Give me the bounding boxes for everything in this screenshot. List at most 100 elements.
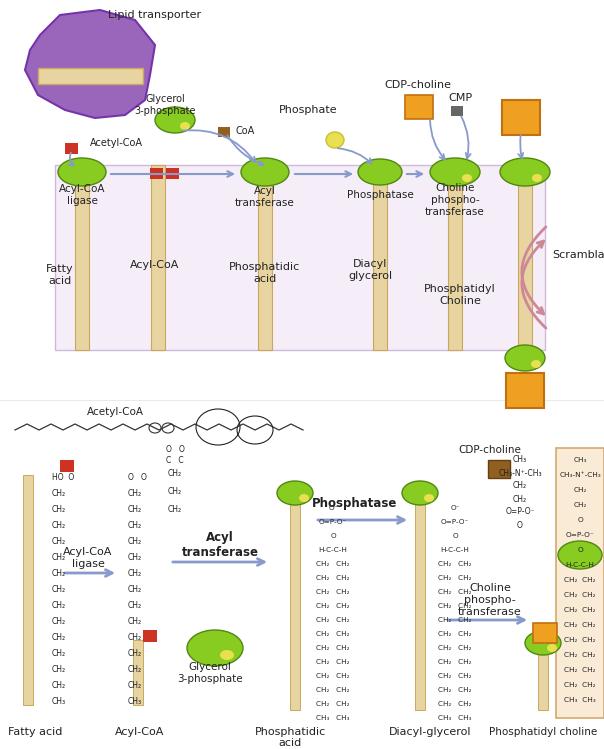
Text: O: O xyxy=(452,533,458,539)
Ellipse shape xyxy=(402,481,438,505)
Bar xyxy=(506,373,544,408)
Text: Acyl
transferase: Acyl transferase xyxy=(181,531,259,559)
Text: Diacyl
glycerol: Diacyl glycerol xyxy=(348,259,392,281)
Text: CH₂: CH₂ xyxy=(52,634,66,643)
Text: CH₂: CH₂ xyxy=(52,554,66,562)
Text: CH₂: CH₂ xyxy=(52,569,66,578)
Text: Acetyl-CoA: Acetyl-CoA xyxy=(90,138,143,148)
Text: Phosphatidic
acid: Phosphatidic acid xyxy=(230,262,301,284)
Text: CH₃   CH₃: CH₃ CH₃ xyxy=(439,715,472,721)
Text: CH₃: CH₃ xyxy=(513,455,527,464)
Ellipse shape xyxy=(424,494,434,502)
Text: CH₂   CH₂: CH₂ CH₂ xyxy=(316,631,350,637)
Text: CH₂  CH₂: CH₂ CH₂ xyxy=(564,667,596,673)
Text: CH₂   CH₂: CH₂ CH₂ xyxy=(439,561,472,567)
Text: Scramblase: Scramblase xyxy=(552,250,604,260)
Text: Acyl-CoA: Acyl-CoA xyxy=(130,260,179,270)
Text: O: O xyxy=(577,517,583,523)
Text: CH₂  CH₂: CH₂ CH₂ xyxy=(564,607,596,613)
Text: CH₂: CH₂ xyxy=(573,502,586,508)
Bar xyxy=(451,106,463,116)
Text: CH₂: CH₂ xyxy=(128,649,142,658)
Text: CDP-choline: CDP-choline xyxy=(458,445,521,455)
Text: CH₂  CH₂: CH₂ CH₂ xyxy=(564,592,596,598)
Text: CH₂   CH₂: CH₂ CH₂ xyxy=(439,603,472,609)
Text: CH₂   CH₂: CH₂ CH₂ xyxy=(316,575,350,581)
Ellipse shape xyxy=(326,132,344,148)
Text: CH₃  CH₃: CH₃ CH₃ xyxy=(564,697,596,703)
Text: CH₂: CH₂ xyxy=(128,490,142,499)
Bar xyxy=(518,165,532,350)
Text: Phosphate: Phosphate xyxy=(278,105,337,115)
Text: CH₂: CH₂ xyxy=(52,649,66,658)
Ellipse shape xyxy=(558,541,602,569)
Text: CH₂: CH₂ xyxy=(128,617,142,626)
Bar xyxy=(405,95,433,119)
Text: CH₂: CH₂ xyxy=(573,487,586,493)
Text: O=P-O⁻: O=P-O⁻ xyxy=(565,532,594,538)
Bar xyxy=(373,165,387,350)
Text: CH₂: CH₂ xyxy=(168,487,182,496)
Text: CH₃   CH₃: CH₃ CH₃ xyxy=(316,715,350,721)
Text: Glycerol
3-phosphate: Glycerol 3-phosphate xyxy=(177,662,243,684)
Text: CH₂   CH₂: CH₂ CH₂ xyxy=(316,659,350,665)
Bar xyxy=(55,165,545,350)
Text: O   O
C   C: O O C C xyxy=(165,446,184,464)
Ellipse shape xyxy=(299,494,309,502)
Text: CH₂: CH₂ xyxy=(128,601,142,610)
Text: CH₂   CH₂: CH₂ CH₂ xyxy=(316,617,350,623)
Text: Phosphatase: Phosphatase xyxy=(347,190,413,200)
Text: O: O xyxy=(330,533,336,539)
Ellipse shape xyxy=(180,122,190,130)
Ellipse shape xyxy=(241,158,289,186)
Text: O=P-O⁻: O=P-O⁻ xyxy=(441,519,469,525)
Text: CH₂   CH₂: CH₂ CH₂ xyxy=(439,645,472,651)
Text: CH₂   CH₂: CH₂ CH₂ xyxy=(439,701,472,707)
Text: CH₂: CH₂ xyxy=(52,601,66,610)
Text: CH₂  CH₂: CH₂ CH₂ xyxy=(564,637,596,643)
Text: Lipid transporter: Lipid transporter xyxy=(109,10,202,20)
Text: CH₂: CH₂ xyxy=(52,666,66,675)
Text: CH₂   CH₂: CH₂ CH₂ xyxy=(316,673,350,679)
Bar xyxy=(143,630,157,642)
Text: CH₂: CH₂ xyxy=(128,682,142,691)
Polygon shape xyxy=(25,10,155,118)
Text: Acetyl-CoA: Acetyl-CoA xyxy=(86,407,144,417)
Ellipse shape xyxy=(358,159,402,185)
Text: Glycerol
3-phosphate: Glycerol 3-phosphate xyxy=(134,94,196,116)
Text: CH₂: CH₂ xyxy=(513,494,527,503)
Ellipse shape xyxy=(277,481,313,505)
Text: CH₃-N⁺-CH₃: CH₃-N⁺-CH₃ xyxy=(498,469,542,478)
Ellipse shape xyxy=(58,158,106,186)
Text: CH₂   CH₂: CH₂ CH₂ xyxy=(316,589,350,595)
Bar xyxy=(488,460,510,478)
Text: O: O xyxy=(577,547,583,553)
Bar xyxy=(448,165,462,350)
Text: CH₂  CH₂: CH₂ CH₂ xyxy=(564,682,596,688)
Text: CH₂: CH₂ xyxy=(52,682,66,691)
Bar xyxy=(502,100,540,135)
Text: CH₂: CH₂ xyxy=(168,505,182,514)
Ellipse shape xyxy=(187,630,243,666)
Ellipse shape xyxy=(505,345,545,371)
Bar xyxy=(258,165,272,350)
Ellipse shape xyxy=(462,174,472,182)
Bar xyxy=(23,475,33,705)
Text: CH₂   CH₂: CH₂ CH₂ xyxy=(439,589,472,595)
Text: CH₂: CH₂ xyxy=(52,521,66,530)
Text: Choline
phospho-
transferase: Choline phospho- transferase xyxy=(425,184,485,216)
Bar xyxy=(290,500,300,710)
Bar xyxy=(538,650,548,710)
Bar xyxy=(151,165,165,350)
Text: CH₂   CH₂: CH₂ CH₂ xyxy=(439,617,472,623)
Text: CH₂   CH₂: CH₂ CH₂ xyxy=(439,631,472,637)
Text: CH₂: CH₂ xyxy=(128,521,142,530)
Text: H-C-C-H: H-C-C-H xyxy=(440,547,469,553)
Bar xyxy=(75,165,89,350)
Text: Choline
phospho-
transferase: Choline phospho- transferase xyxy=(458,583,522,616)
Text: CH₃: CH₃ xyxy=(52,697,66,706)
Text: CH₂: CH₂ xyxy=(128,634,142,643)
Text: Acyl-CoA
ligase: Acyl-CoA ligase xyxy=(63,548,113,568)
Bar xyxy=(38,68,143,84)
Text: CH₂: CH₂ xyxy=(128,666,142,675)
